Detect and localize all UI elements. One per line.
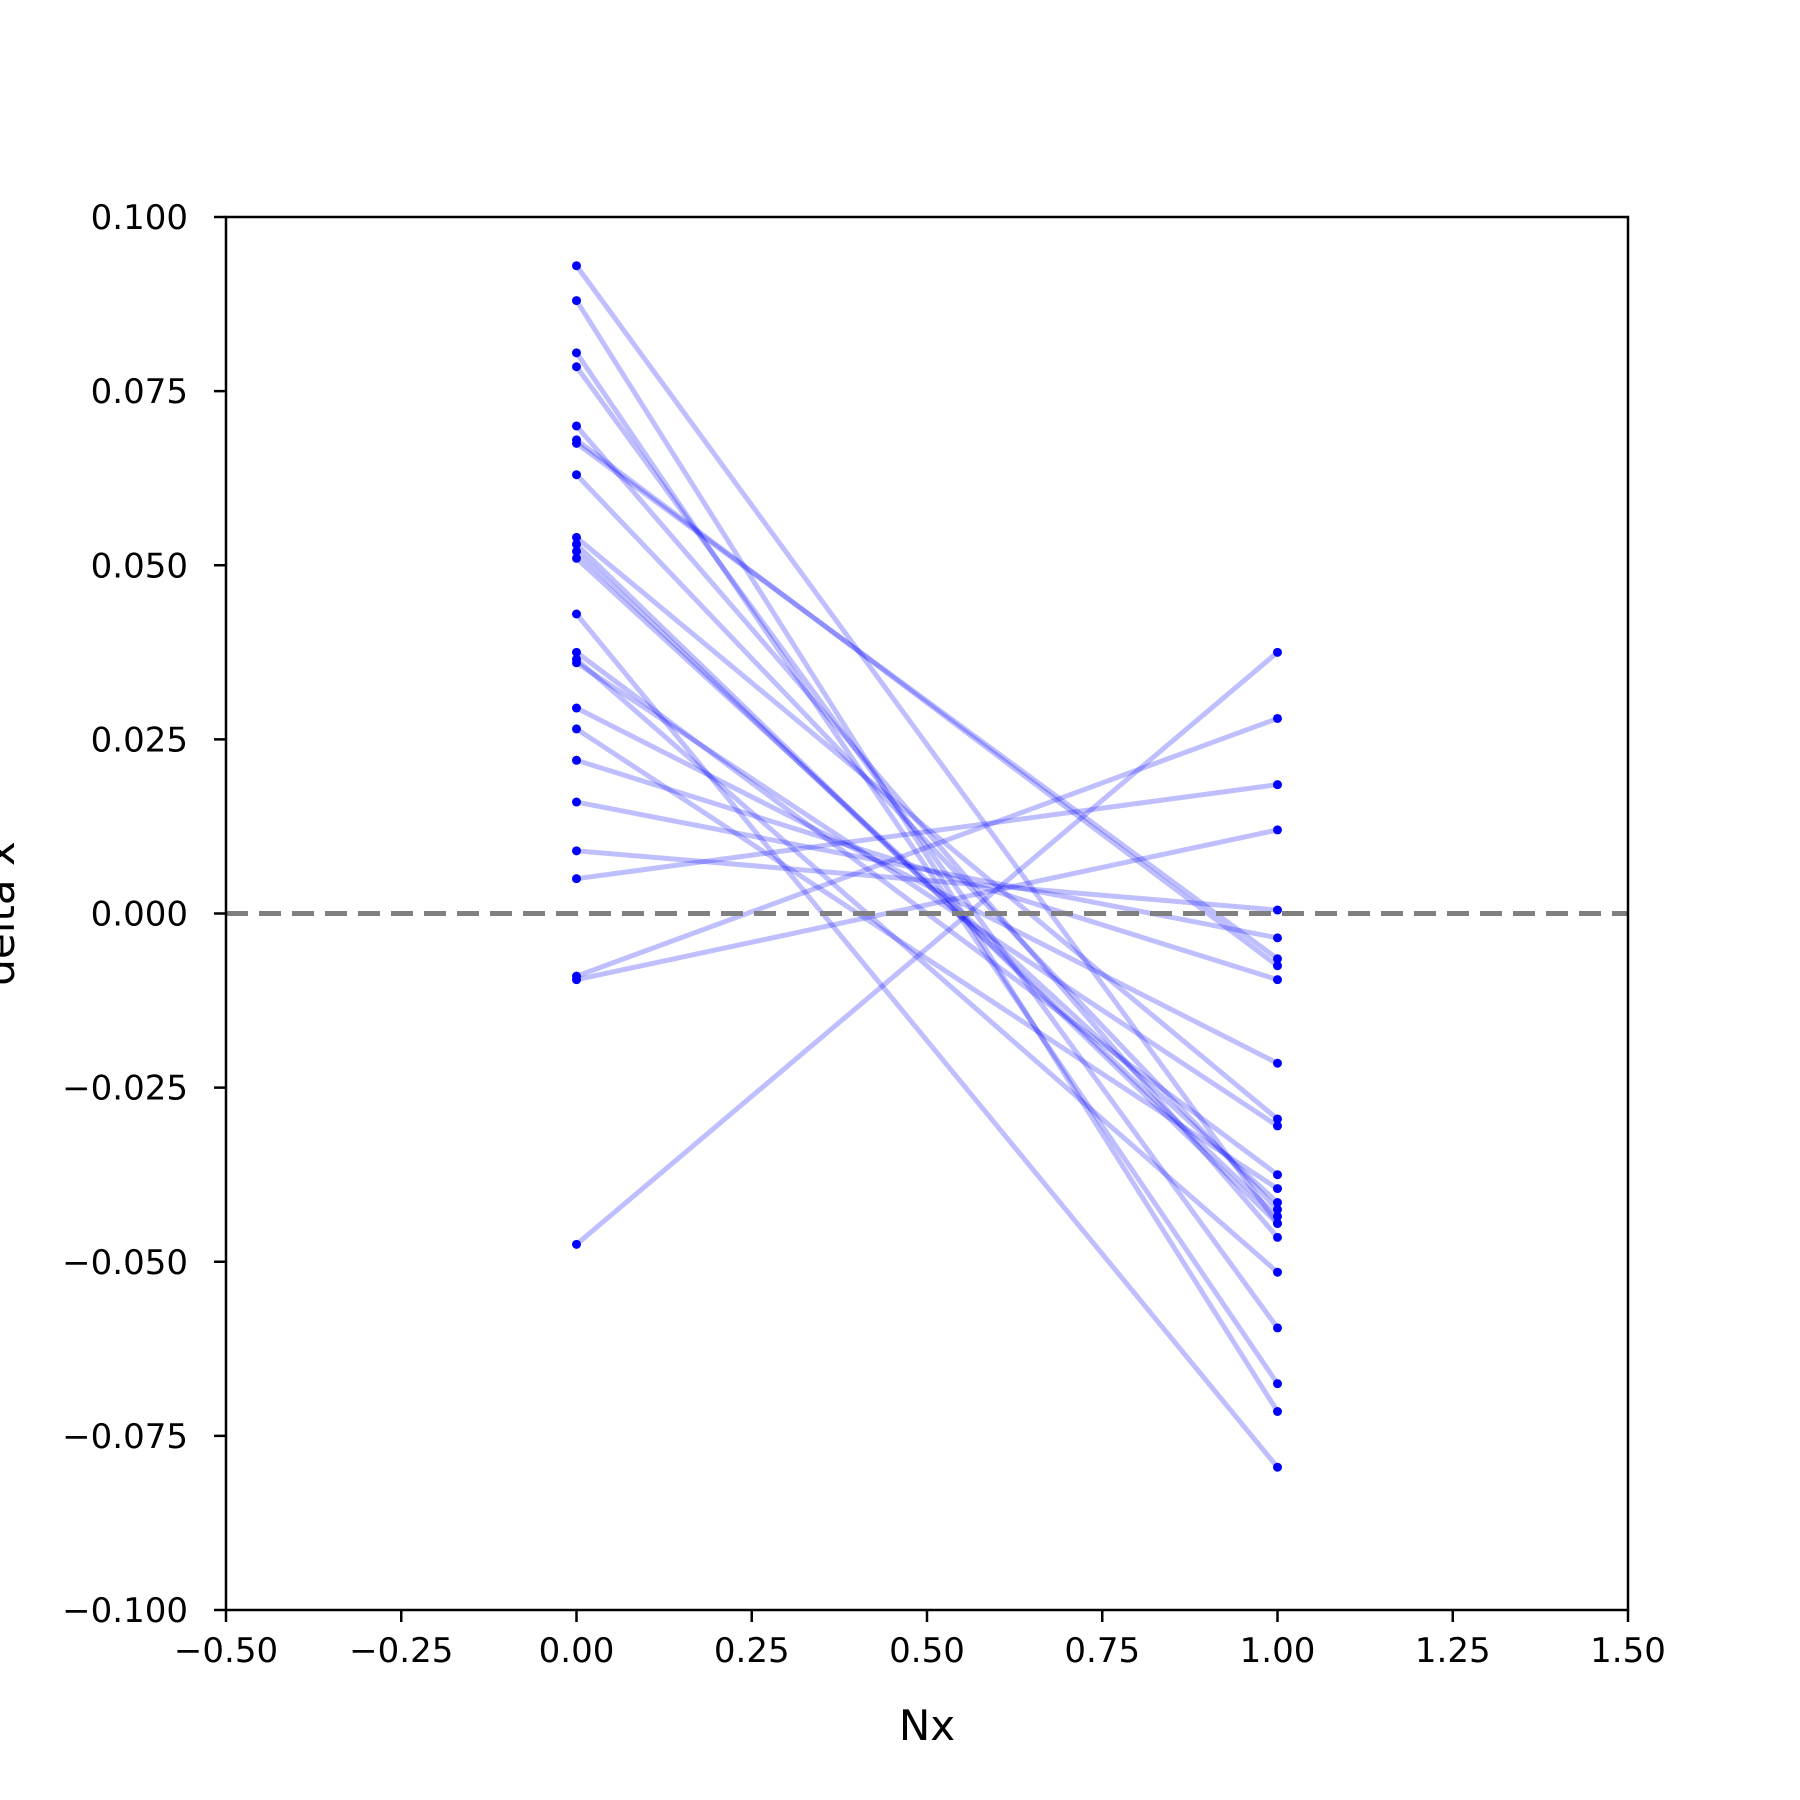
- point-end-16: [1273, 1058, 1282, 1068]
- series-line-2: [574, 351, 1280, 1386]
- x-axis: −0.50 −0.25 0.00 0.25 0.50 0.75 1.00 1.25 1.50: [174, 1610, 1666, 1671]
- point-end-21: [1273, 780, 1282, 790]
- series-line-24: [574, 650, 1280, 1247]
- point-start-9: [572, 539, 581, 549]
- point-end-23: [1273, 825, 1282, 835]
- point-start-8: [572, 532, 581, 542]
- x-tick-label-5: 0.75: [1064, 1631, 1140, 1671]
- series-line-11: [574, 556, 1280, 1205]
- point-end-7: [1273, 1205, 1282, 1215]
- point-end-13: [1273, 1170, 1282, 1180]
- point-end-8: [1273, 1114, 1282, 1124]
- point-end-18: [1273, 975, 1282, 985]
- point-end-9: [1273, 1218, 1282, 1228]
- series-line-8: [574, 535, 1280, 1121]
- y-tick-label-6: −0.050: [62, 1243, 188, 1283]
- series-line-20: [576, 848, 1278, 913]
- point-end-14: [1273, 1267, 1282, 1277]
- point-end-12: [1273, 1462, 1282, 1472]
- point-start-19: [572, 797, 581, 807]
- point-start-11: [572, 553, 581, 563]
- point-start-17: [572, 724, 581, 734]
- point-start-24: [572, 1239, 581, 1249]
- point-end-10: [1273, 1211, 1282, 1221]
- x-tick-label-6: 1.00: [1240, 1631, 1316, 1671]
- series-line-18: [575, 757, 1279, 983]
- series-line-10: [574, 549, 1280, 1219]
- y-tick-label-8: −0.100: [62, 1591, 188, 1631]
- series-line-23: [575, 827, 1279, 983]
- y-tick-label-1: 0.075: [91, 372, 188, 412]
- y-axis: 0.100 0.075 0.050 0.025 0.000 −0.025 −0.050 −0.…: [62, 198, 226, 1631]
- point-end-24: [1273, 647, 1282, 657]
- x-tick-label-8: 1.50: [1590, 1631, 1666, 1671]
- point-end-3: [1273, 1323, 1282, 1333]
- y-tick-label-4: 0.000: [91, 895, 188, 935]
- x-tick-label-2: 0.00: [539, 1631, 615, 1671]
- x-tick-label-1: −0.25: [349, 1631, 453, 1671]
- point-end-15: [1273, 1121, 1282, 1131]
- series-line-1: [574, 299, 1280, 1413]
- y-tick-label-0: 0.100: [91, 198, 188, 238]
- series-line-9: [574, 542, 1280, 1226]
- point-end-4: [1273, 1232, 1282, 1242]
- x-tick-label-7: 1.25: [1415, 1631, 1491, 1671]
- series-line-16: [575, 705, 1279, 1066]
- series-line-7: [574, 472, 1280, 1212]
- point-start-2: [572, 348, 581, 358]
- point-start-13: [572, 647, 581, 657]
- series-line-22: [575, 716, 1279, 979]
- point-end-22: [1273, 713, 1282, 723]
- series-line-6: [575, 441, 1279, 961]
- y-tick-label-3: 0.025: [91, 720, 188, 760]
- x-tick-label-4: 0.50: [889, 1631, 965, 1671]
- point-start-21: [572, 874, 581, 884]
- y-axis-label: delta x: [0, 841, 24, 986]
- point-end-6: [1273, 954, 1282, 964]
- point-start-18: [572, 755, 581, 765]
- point-start-20: [572, 846, 581, 856]
- x-tick-label-3: 0.25: [714, 1631, 790, 1671]
- series-line-14: [574, 657, 1280, 1275]
- y-tick-label-2: 0.050: [91, 546, 188, 586]
- point-start-12: [572, 609, 581, 619]
- x-tick-label-0: −0.50: [174, 1631, 278, 1671]
- point-start-16: [572, 703, 581, 713]
- point-end-20: [1273, 905, 1282, 915]
- point-end-1: [1273, 1406, 1282, 1416]
- series-line-17: [575, 726, 1279, 1191]
- point-end-19: [1273, 933, 1282, 943]
- series-line-0: [574, 264, 1280, 1225]
- series-line-3: [574, 365, 1280, 1330]
- point-start-15: [572, 658, 581, 668]
- point-start-10: [572, 546, 581, 556]
- x-axis-label: Nx: [899, 1701, 955, 1750]
- series-line-5: [574, 437, 1280, 968]
- point-start-0: [572, 261, 581, 271]
- point-start-6: [572, 438, 581, 448]
- y-tick-label-7: −0.075: [62, 1417, 188, 1457]
- point-start-3: [572, 362, 581, 372]
- point-end-5: [1273, 961, 1282, 971]
- series-line-12: [574, 612, 1280, 1469]
- point-end-11: [1273, 1198, 1282, 1208]
- series-line-21: [576, 782, 1278, 882]
- point-start-4: [572, 421, 581, 431]
- y-tick-label-5: −0.025: [62, 1069, 188, 1109]
- point-start-7: [572, 470, 581, 480]
- series-line-15: [575, 660, 1279, 1129]
- point-end-2: [1273, 1379, 1282, 1389]
- point-end-17: [1273, 1184, 1282, 1194]
- points-layer: [572, 261, 1282, 1472]
- series-line-4: [574, 424, 1280, 1240]
- point-start-23: [572, 975, 581, 985]
- point-start-1: [572, 296, 581, 306]
